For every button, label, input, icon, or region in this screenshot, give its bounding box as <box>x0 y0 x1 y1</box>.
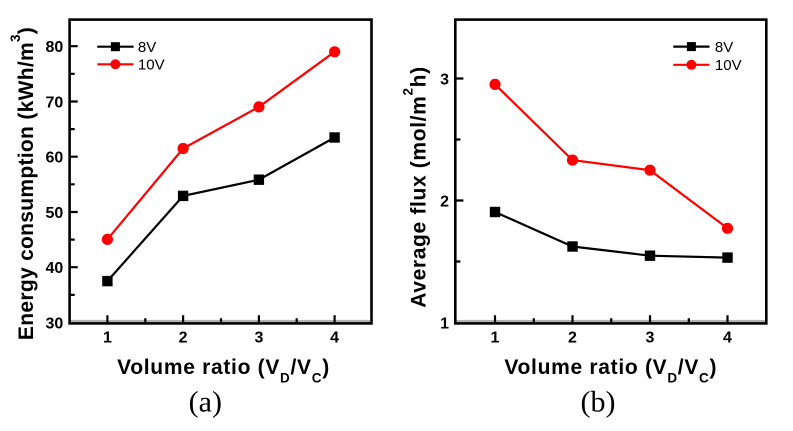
svg-text:(a): (a) <box>189 386 222 419</box>
svg-text:30: 30 <box>46 315 64 332</box>
svg-text:40: 40 <box>46 260 64 277</box>
svg-text:1: 1 <box>491 330 500 347</box>
svg-text:4: 4 <box>723 330 732 347</box>
svg-text:60: 60 <box>46 150 64 167</box>
svg-text:80: 80 <box>46 39 64 56</box>
svg-text:3: 3 <box>440 71 449 88</box>
svg-text:10V: 10V <box>715 57 742 74</box>
svg-text:70: 70 <box>46 94 64 111</box>
svg-text:1: 1 <box>440 315 449 332</box>
svg-text:1: 1 <box>103 330 112 347</box>
svg-text:4: 4 <box>330 330 339 347</box>
svg-text:8V: 8V <box>138 39 156 56</box>
svg-text:2: 2 <box>568 330 577 347</box>
svg-text:(b): (b) <box>581 386 616 419</box>
svg-text:2: 2 <box>440 193 449 210</box>
svg-text:10V: 10V <box>138 57 165 74</box>
svg-text:3: 3 <box>646 330 655 347</box>
svg-text:3: 3 <box>254 330 263 347</box>
svg-text:50: 50 <box>46 205 64 222</box>
svg-text:8V: 8V <box>715 39 733 56</box>
svg-text:2: 2 <box>179 330 188 347</box>
